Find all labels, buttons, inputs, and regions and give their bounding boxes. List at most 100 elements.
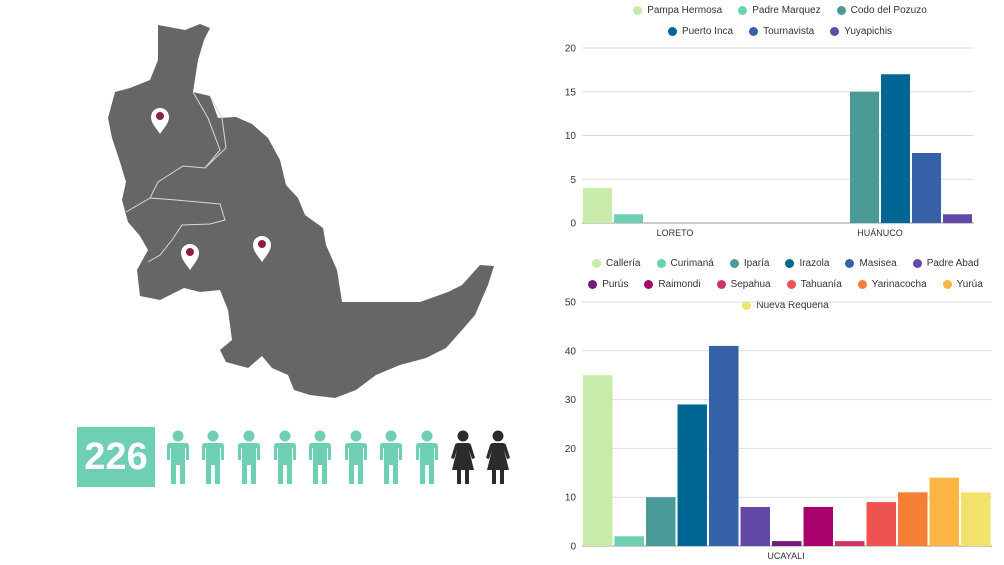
man-icon bbox=[267, 430, 303, 486]
legend-item[interactable]: Codo del Pozuzo bbox=[836, 0, 927, 21]
legend-label: Yuyapichis bbox=[844, 26, 893, 37]
legend-label: Padre Abad bbox=[926, 258, 979, 269]
pin-icon bbox=[151, 108, 169, 134]
bar[interactable] bbox=[583, 188, 612, 223]
legend-label: Pampa Hermosa bbox=[647, 5, 723, 16]
legend-label: Masisea bbox=[859, 258, 897, 269]
legend-item[interactable]: Padre Marquez bbox=[738, 0, 821, 21]
chart-legend-bottom: Callería Curimaná Iparía Irazola Masisea Padr… bbox=[578, 253, 993, 316]
y-tick-label: 0 bbox=[570, 542, 576, 553]
legend-swatch bbox=[592, 259, 602, 268]
man-icon bbox=[302, 430, 338, 486]
legend-swatch bbox=[749, 27, 759, 36]
bar[interactable] bbox=[961, 492, 991, 546]
legend-item[interactable]: Yurúa bbox=[942, 274, 983, 295]
bar[interactable] bbox=[614, 214, 643, 223]
legend-item[interactable]: Iparía bbox=[729, 253, 770, 274]
legend-label: Callería bbox=[606, 258, 641, 269]
legend-label: Raimondi bbox=[658, 279, 701, 290]
legend-swatch bbox=[786, 280, 796, 289]
people-row bbox=[160, 430, 520, 486]
man-icon bbox=[160, 430, 196, 486]
y-tick-label: 10 bbox=[565, 131, 577, 142]
legend-swatch bbox=[830, 27, 840, 36]
legend-item[interactable]: Raimondi bbox=[644, 274, 701, 295]
legend-item[interactable]: Pampa Hermosa bbox=[633, 0, 722, 21]
bar[interactable] bbox=[803, 506, 834, 546]
y-tick-label: 20 bbox=[565, 44, 577, 55]
x-category-label: LORETO bbox=[657, 228, 694, 238]
location-pin[interactable] bbox=[181, 244, 199, 270]
legend-swatch bbox=[738, 6, 748, 15]
legend-item[interactable]: Nueva Requena bbox=[742, 295, 829, 316]
man-icon bbox=[409, 430, 445, 486]
x-category-label: UCAYALI bbox=[767, 551, 804, 561]
woman-icon bbox=[445, 430, 481, 486]
legend-swatch bbox=[588, 280, 598, 289]
legend-swatch bbox=[836, 6, 846, 15]
legend-swatch bbox=[845, 259, 855, 268]
bar[interactable] bbox=[583, 375, 613, 546]
woman-icon bbox=[480, 430, 516, 486]
legend-item[interactable]: Padre Abad bbox=[912, 253, 979, 274]
bar[interactable] bbox=[929, 477, 960, 546]
legend-swatch bbox=[785, 259, 795, 268]
bar[interactable] bbox=[677, 404, 708, 546]
location-pin[interactable] bbox=[253, 236, 271, 262]
y-tick-label: 20 bbox=[565, 444, 577, 455]
location-pin[interactable] bbox=[151, 108, 169, 134]
bar[interactable] bbox=[835, 541, 865, 546]
legend-swatch bbox=[716, 280, 726, 289]
legend-item[interactable]: Masisea bbox=[845, 253, 897, 274]
legend-item[interactable]: Puerto Inca bbox=[667, 21, 733, 42]
region-map bbox=[108, 24, 494, 398]
legend-swatch bbox=[633, 6, 643, 15]
bar[interactable] bbox=[614, 536, 645, 546]
legend-item[interactable]: Tournavista bbox=[749, 21, 814, 42]
legend-item[interactable]: Yuyapichis bbox=[830, 21, 892, 42]
bar[interactable] bbox=[709, 345, 739, 546]
legend-label: Iparía bbox=[743, 258, 770, 269]
legend-swatch bbox=[857, 280, 867, 289]
legend-item[interactable]: Irazola bbox=[785, 253, 829, 274]
bar[interactable] bbox=[866, 502, 897, 546]
legend-label: Yarinacocha bbox=[871, 279, 927, 290]
legend-swatch bbox=[667, 27, 677, 36]
legend-item[interactable]: Curimaná bbox=[656, 253, 714, 274]
bar[interactable] bbox=[898, 492, 928, 546]
pin-icon bbox=[181, 244, 199, 270]
legend-swatch bbox=[644, 280, 654, 289]
legend-item[interactable]: Tahuanía bbox=[786, 274, 842, 295]
y-tick-label: 40 bbox=[565, 346, 577, 357]
y-tick-label: 0 bbox=[570, 219, 576, 230]
legend-item[interactable]: Sepahua bbox=[716, 274, 771, 295]
chart-legend-top: Pampa Hermosa Padre Marquez Codo del Pozuz… bbox=[600, 0, 960, 42]
y-tick-label: 10 bbox=[565, 493, 577, 504]
legend-item[interactable]: Callería bbox=[592, 253, 641, 274]
legend-item[interactable]: Yarinacocha bbox=[857, 274, 927, 295]
legend-label: Sepahua bbox=[730, 279, 771, 290]
map-panel: 226 bbox=[77, 24, 520, 487]
bar[interactable] bbox=[740, 506, 771, 546]
man-icon bbox=[196, 430, 232, 486]
pin-icon bbox=[253, 236, 271, 262]
y-tick-label: 5 bbox=[570, 175, 576, 186]
bar[interactable] bbox=[850, 91, 879, 223]
legend-label: Codo del Pozuzo bbox=[850, 5, 927, 16]
man-icon bbox=[338, 430, 374, 486]
legend-label: Tournavista bbox=[763, 26, 815, 37]
region-shape bbox=[108, 24, 494, 398]
bar[interactable] bbox=[646, 497, 676, 546]
y-tick-label: 30 bbox=[565, 395, 577, 406]
legend-swatch bbox=[942, 280, 952, 289]
legend-swatch bbox=[742, 301, 752, 310]
legend-label: Yurúa bbox=[956, 279, 983, 290]
bar[interactable] bbox=[772, 541, 802, 546]
bar[interactable] bbox=[912, 153, 941, 223]
y-tick-label: 15 bbox=[565, 87, 577, 98]
legend-label: Curimaná bbox=[670, 258, 714, 269]
bar[interactable] bbox=[881, 74, 910, 223]
legend-item[interactable]: Purús bbox=[588, 274, 628, 295]
bar[interactable] bbox=[943, 214, 972, 223]
